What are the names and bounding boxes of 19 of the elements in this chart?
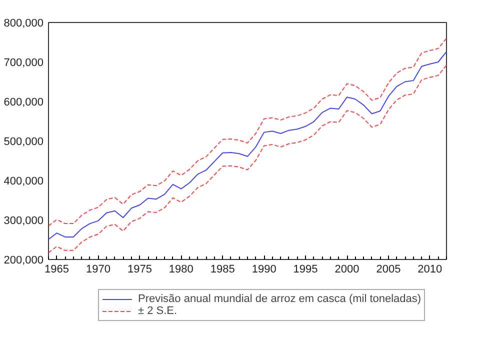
x-tick-label: 1985 [210,264,235,276]
x-tick-label: 2005 [376,264,401,276]
x-tick-label: 2000 [334,264,360,276]
y-tick-label: 300,000 [4,215,44,227]
legend-label: ± 2 S.E. [138,305,178,317]
x-tick-label: 2010 [418,264,442,276]
y-tick-label: 600,000 [4,96,44,108]
y-tick-label: 200,000 [4,254,44,266]
y-tick-label: 400,000 [4,176,44,188]
x-tick-label: 1965 [44,264,70,276]
y-tick-label: 700,000 [4,57,44,69]
y-tick-label: 800,000 [4,18,44,30]
y-tick-label: 500,000 [4,136,44,148]
x-tick-label: 1995 [293,264,318,276]
x-tick-label: 1975 [127,264,152,276]
x-tick-label: 1980 [168,264,194,276]
x-tick-label: 1990 [252,264,276,276]
legend-label: Previsão anual mundial de arroz em casca (mil toneladas) [138,293,422,305]
x-tick-label: 1970 [86,264,110,276]
